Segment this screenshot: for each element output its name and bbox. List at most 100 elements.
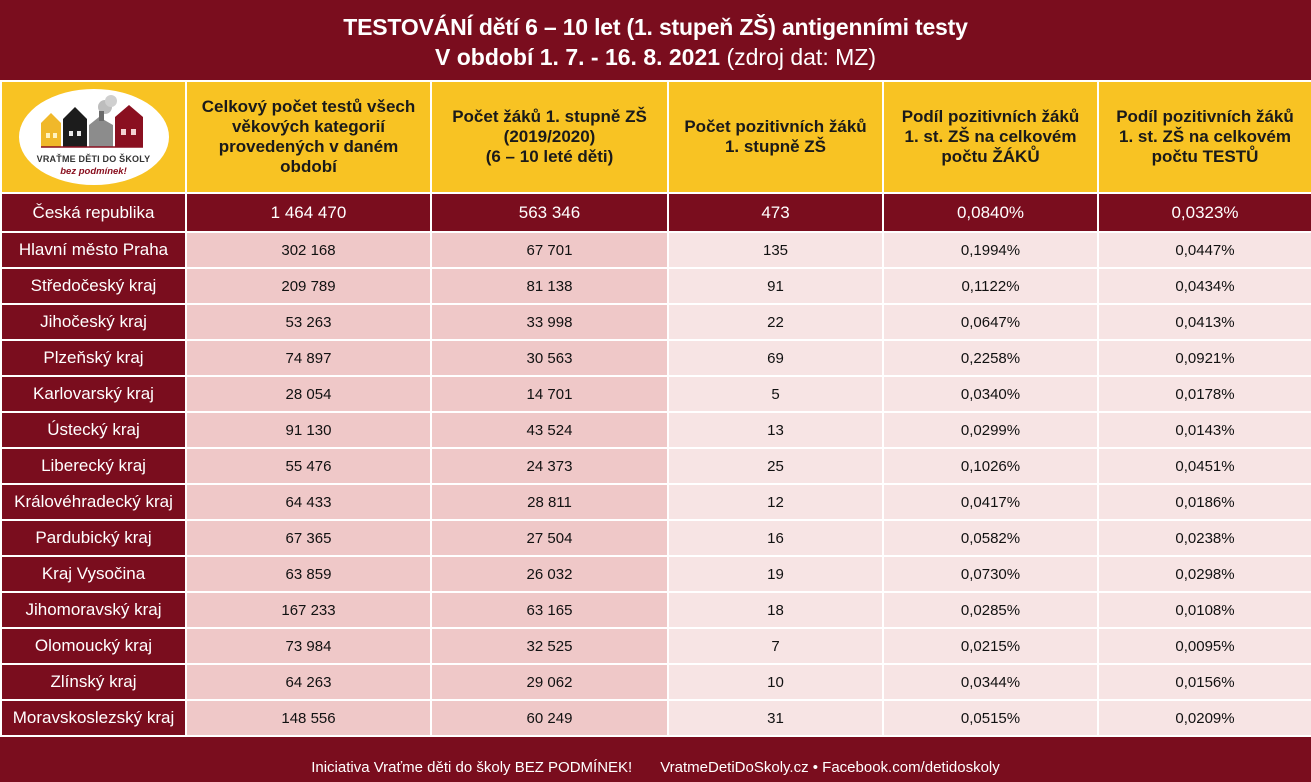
region-name: Středočeský kraj [0, 267, 187, 305]
share-pupils-cell: 0,0285% [882, 591, 1099, 629]
share-pupils-cell: 0,0340% [882, 375, 1099, 413]
table-row: Zlínský kraj 64 263 29 062 10 0,0344% 0,0156% [0, 663, 1311, 701]
share-tests-cell: 0,0921% [1097, 339, 1311, 377]
logo-text: VRAŤME DĚTI DO ŠKOLY [36, 154, 151, 164]
region-name: Zlínský kraj [0, 663, 187, 701]
table-row: Liberecký kraj 55 476 24 373 25 0,1026% 0,045… [0, 447, 1311, 485]
pupils-cell: 67 701 [430, 231, 669, 269]
table-row: Moravskoslezský kraj 148 556 60 249 31 0,051… [0, 699, 1311, 737]
total-row: Česká republika 1 464 470 563 346 473 0,… [0, 192, 1311, 233]
logo-cell: VRAŤME DĚTI DO ŠKOLY bez podmínek! [0, 80, 187, 194]
share-tests-cell: 0,0298% [1097, 555, 1311, 593]
region-name: Jihočeský kraj [0, 303, 187, 341]
positive-cell: 19 [667, 555, 884, 593]
column-header: Podíl pozitivních žáků 1. st. ZŠ na celko… [882, 80, 1099, 194]
region-name: Hlavní město Praha [0, 231, 187, 269]
table-row: Pardubický kraj 67 365 27 504 16 0,0582% 0,02… [0, 519, 1311, 557]
tests-cell: 302 168 [185, 231, 432, 269]
share-pupils-cell: 0,0299% [882, 411, 1099, 449]
column-header: Podíl pozitivních žáků 1. st. ZŠ na celko… [1097, 80, 1311, 194]
tests-cell: 148 556 [185, 699, 432, 737]
footer-links: VratmeDetiDoSkoly.cz • Facebook.com/deti… [660, 759, 1000, 776]
share-tests-cell: 0,0209% [1097, 699, 1311, 737]
tests-cell: 1 464 470 [185, 192, 432, 233]
table-row: Karlovarský kraj 28 054 14 701 5 0,0340% 0,01… [0, 375, 1311, 413]
positive-cell: 16 [667, 519, 884, 557]
table-row: Ústecký kraj 91 130 43 524 13 0,0299% 0,0143% [0, 411, 1311, 449]
pupils-cell: 60 249 [430, 699, 669, 737]
share-pupils-cell: 0,0582% [882, 519, 1099, 557]
positive-cell: 69 [667, 339, 884, 377]
region-name: Královéhradecký kraj [0, 483, 187, 521]
share-pupils-cell: 0,0215% [882, 627, 1099, 665]
positive-cell: 135 [667, 231, 884, 269]
share-pupils-cell: 0,0647% [882, 303, 1099, 341]
pupils-cell: 30 563 [430, 339, 669, 377]
region-name: Karlovarský kraj [0, 375, 187, 413]
pupils-cell: 29 062 [430, 663, 669, 701]
initiative-logo: VRAŤME DĚTI DO ŠKOLY bez podmínek! [18, 89, 169, 185]
region-name: Olomoucký kraj [0, 627, 187, 665]
share-tests-cell: 0,0156% [1097, 663, 1311, 701]
share-tests-cell: 0,0186% [1097, 483, 1311, 521]
tests-cell: 67 365 [185, 519, 432, 557]
table-row: Jihomoravský kraj 167 233 63 165 18 0,0285% 0… [0, 591, 1311, 629]
tests-cell: 91 130 [185, 411, 432, 449]
positive-cell: 22 [667, 303, 884, 341]
tests-cell: 63 859 [185, 555, 432, 593]
pupils-cell: 43 524 [430, 411, 669, 449]
share-pupils-cell: 0,1122% [882, 267, 1099, 305]
pupils-cell: 563 346 [430, 192, 669, 233]
pupils-cell: 27 504 [430, 519, 669, 557]
region-name: Moravskoslezský kraj [0, 699, 187, 737]
positive-cell: 91 [667, 267, 884, 305]
table-row: Hlavní město Praha 302 168 67 701 135 0,1994… [0, 231, 1311, 269]
share-pupils-cell: 0,0840% [882, 192, 1099, 233]
share-pupils-cell: 0,1026% [882, 447, 1099, 485]
tests-cell: 167 233 [185, 591, 432, 629]
region-name: Liberecký kraj [0, 447, 187, 485]
title-source: (zdroj dat: MZ) [720, 44, 876, 70]
tests-cell: 74 897 [185, 339, 432, 377]
table-row: Středočeský kraj 209 789 81 138 91 0,1122% 0,… [0, 267, 1311, 305]
pupils-cell: 33 998 [430, 303, 669, 341]
title-line-1: TESTOVÁNÍ dětí 6 – 10 let (1. stupeň ZŠ)… [343, 14, 968, 40]
share-tests-cell: 0,0178% [1097, 375, 1311, 413]
share-tests-cell: 0,0108% [1097, 591, 1311, 629]
region-name: Česká republika [0, 192, 187, 233]
table-row: Plzeňský kraj 74 897 30 563 69 0,2258% 0,0921… [0, 339, 1311, 377]
tests-cell: 73 984 [185, 627, 432, 665]
column-header: Počet pozitivních žáků 1. stupně ZŠ [667, 80, 884, 194]
pupils-cell: 14 701 [430, 375, 669, 413]
logo-slogan: bez podmínek! [60, 166, 127, 177]
pupils-cell: 24 373 [430, 447, 669, 485]
page-title: TESTOVÁNÍ dětí 6 – 10 let (1. stupeň ZŠ)… [0, 0, 1311, 80]
tests-cell: 209 789 [185, 267, 432, 305]
share-tests-cell: 0,0434% [1097, 267, 1311, 305]
positive-cell: 18 [667, 591, 884, 629]
column-header: Celkový počet testů všech věkových katego… [185, 80, 432, 194]
tests-cell: 28 054 [185, 375, 432, 413]
pupils-cell: 28 811 [430, 483, 669, 521]
share-tests-cell: 0,0095% [1097, 627, 1311, 665]
pupils-cell: 81 138 [430, 267, 669, 305]
positive-cell: 12 [667, 483, 884, 521]
share-pupils-cell: 0,0515% [882, 699, 1099, 737]
share-pupils-cell: 0,0344% [882, 663, 1099, 701]
table-row: Olomoucký kraj 73 984 32 525 7 0,0215% 0,0095… [0, 627, 1311, 665]
testing-table: VRAŤME DĚTI DO ŠKOLY bez podmínek! Celko… [0, 80, 1311, 737]
share-tests-cell: 0,0413% [1097, 303, 1311, 341]
footer: Iniciativa Vraťme děti do školy BEZ PODM… [0, 754, 1311, 782]
region-name: Plzeňský kraj [0, 339, 187, 377]
pupils-cell: 63 165 [430, 591, 669, 629]
region-name: Ústecký kraj [0, 411, 187, 449]
share-pupils-cell: 0,1994% [882, 231, 1099, 269]
share-tests-cell: 0,0451% [1097, 447, 1311, 485]
positive-cell: 10 [667, 663, 884, 701]
table-row: Jihočeský kraj 53 263 33 998 22 0,0647% 0,041… [0, 303, 1311, 341]
positive-cell: 473 [667, 192, 884, 233]
tests-cell: 64 433 [185, 483, 432, 521]
title-line-2: V období 1. 7. - 16. 8. 2021 (zdroj dat:… [0, 44, 1311, 71]
table-row: Kraj Vysočina 63 859 26 032 19 0,0730% 0,0298… [0, 555, 1311, 593]
share-tests-cell: 0,0238% [1097, 519, 1311, 557]
